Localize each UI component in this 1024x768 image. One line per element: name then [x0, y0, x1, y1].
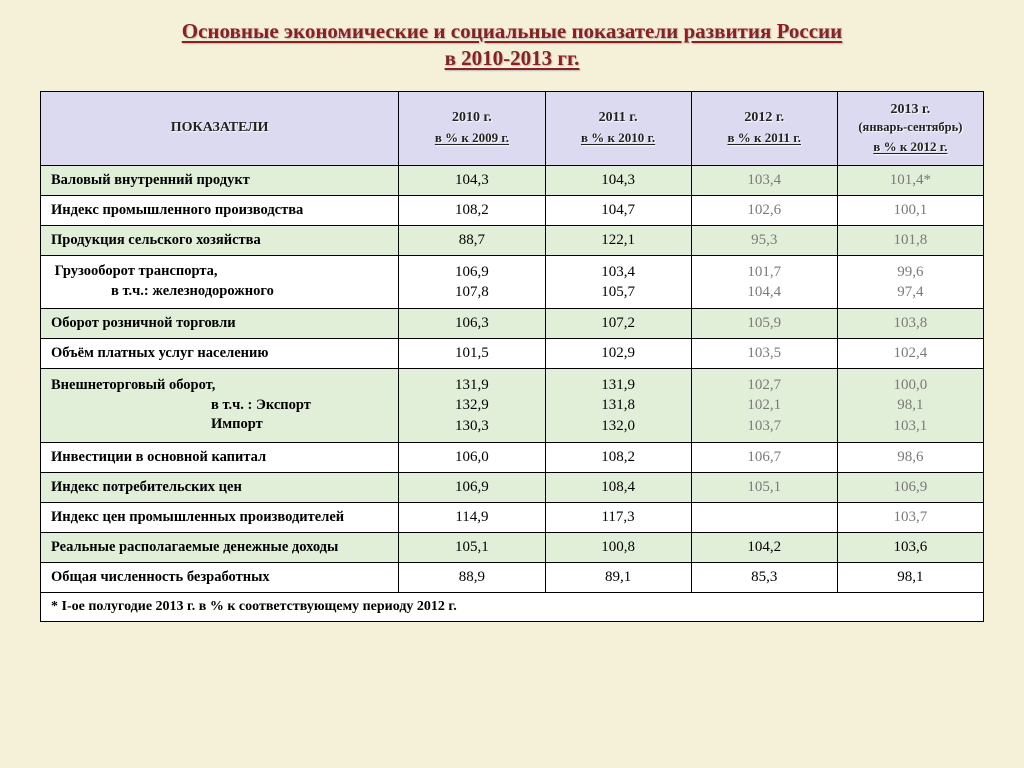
cell: 104,3 — [399, 165, 545, 195]
cell: 106,0 — [399, 442, 545, 472]
cell: 106,7 — [691, 442, 837, 472]
cell: 98,6 — [837, 442, 983, 472]
row-label: Внешнеторговый оборот, в т.ч. : Экспорт … — [41, 369, 399, 443]
cell: 114,9 — [399, 502, 545, 532]
row-label: Грузооборот транспорта, в т.ч.: железнод… — [41, 255, 399, 309]
row-label: Индекс промышленного производства — [41, 195, 399, 225]
header-2013: 2013 г. (январь-сентябрь) в % к 2012 г. — [837, 91, 983, 165]
cell: 105,1 — [399, 532, 545, 562]
cell: 117,3 — [545, 502, 691, 532]
row-label: Индекс цен промышленных производителей — [41, 502, 399, 532]
table-row: Общая численность безработных 88,9 89,1 … — [41, 562, 984, 592]
table-row: Индекс промышленного производства 108,2 … — [41, 195, 984, 225]
cell: 104,7 — [545, 195, 691, 225]
cell: 107,2 — [545, 309, 691, 339]
title-line-1: Основные экономические и социальные пока… — [182, 19, 842, 43]
cell: 95,3 — [691, 225, 837, 255]
header-2010: 2010 г. в % к 2009 г. — [399, 91, 545, 165]
header-2011: 2011 г. в % к 2010 г. — [545, 91, 691, 165]
cell: 104,3 — [545, 165, 691, 195]
table-row: Реальные располагаемые денежные доходы 1… — [41, 532, 984, 562]
cell: 103,6 — [837, 532, 983, 562]
cell: 100,1 — [837, 195, 983, 225]
cell: 103,4 — [691, 165, 837, 195]
cell: 99,697,4 — [837, 255, 983, 309]
cell: 101,8 — [837, 225, 983, 255]
cell: 103,5 — [691, 339, 837, 369]
table-body: Валовый внутренний продукт 104,3 104,3 1… — [41, 165, 984, 592]
cell: 102,4 — [837, 339, 983, 369]
table-row: Внешнеторговый оборот, в т.ч. : Экспорт … — [41, 369, 984, 443]
cell: 101,4* — [837, 165, 983, 195]
row-label: Объём платных услуг населению — [41, 339, 399, 369]
cell: 88,9 — [399, 562, 545, 592]
table-row: Индекс цен промышленных производителей 1… — [41, 502, 984, 532]
cell: 108,2 — [545, 442, 691, 472]
cell: 104,2 — [691, 532, 837, 562]
cell: 103,4105,7 — [545, 255, 691, 309]
row-label: Оборот розничной торговли — [41, 309, 399, 339]
cell: 102,6 — [691, 195, 837, 225]
page-title: Основные экономические и социальные пока… — [40, 18, 984, 73]
table-row: Валовый внутренний продукт 104,3 104,3 1… — [41, 165, 984, 195]
cell: 101,7104,4 — [691, 255, 837, 309]
cell — [691, 502, 837, 532]
cell: 131,9131,8132,0 — [545, 369, 691, 443]
cell: 100,8 — [545, 532, 691, 562]
table-row: Индекс потребительских цен 106,9 108,4 1… — [41, 472, 984, 502]
cell: 131,9132,9130,3 — [399, 369, 545, 443]
header-indicators: ПОКАЗАТЕЛИ — [41, 91, 399, 165]
table-row: Продукция сельского хозяйства 88,7 122,1… — [41, 225, 984, 255]
row-label: Реальные располагаемые денежные доходы — [41, 532, 399, 562]
cell: 106,9107,8 — [399, 255, 545, 309]
cell: 85,3 — [691, 562, 837, 592]
title-line-2: в 2010-2013 гг. — [445, 46, 580, 70]
cell: 102,9 — [545, 339, 691, 369]
row-label: Инвестиции в основной капитал — [41, 442, 399, 472]
row-label: Индекс потребительских цен — [41, 472, 399, 502]
cell: 105,9 — [691, 309, 837, 339]
cell: 102,7102,1103,7 — [691, 369, 837, 443]
cell: 100,098,1103,1 — [837, 369, 983, 443]
cell: 106,3 — [399, 309, 545, 339]
table-row: Оборот розничной торговли 106,3 107,2 10… — [41, 309, 984, 339]
cell: 89,1 — [545, 562, 691, 592]
row-label: Общая численность безработных — [41, 562, 399, 592]
cell: 108,4 — [545, 472, 691, 502]
cell: 106,9 — [399, 472, 545, 502]
table-row: Инвестиции в основной капитал 106,0 108,… — [41, 442, 984, 472]
cell: 98,1 — [837, 562, 983, 592]
row-label: Валовый внутренний продукт — [41, 165, 399, 195]
row-label: Продукция сельского хозяйства — [41, 225, 399, 255]
table-row: Грузооборот транспорта, в т.ч.: железнод… — [41, 255, 984, 309]
indicators-table: ПОКАЗАТЕЛИ 2010 г. в % к 2009 г. 2011 г.… — [40, 91, 984, 593]
cell: 88,7 — [399, 225, 545, 255]
cell: 122,1 — [545, 225, 691, 255]
table-header: ПОКАЗАТЕЛИ 2010 г. в % к 2009 г. 2011 г.… — [41, 91, 984, 165]
header-2012: 2012 г. в % к 2011 г. — [691, 91, 837, 165]
footnote: * I-ое полугодие 2013 г. в % к соответст… — [40, 593, 984, 622]
cell: 105,1 — [691, 472, 837, 502]
cell: 108,2 — [399, 195, 545, 225]
cell: 103,8 — [837, 309, 983, 339]
cell: 103,7 — [837, 502, 983, 532]
slide: Основные экономические и социальные пока… — [0, 0, 1024, 768]
cell: 101,5 — [399, 339, 545, 369]
cell: 106,9 — [837, 472, 983, 502]
table-row: Объём платных услуг населению 101,5 102,… — [41, 339, 984, 369]
